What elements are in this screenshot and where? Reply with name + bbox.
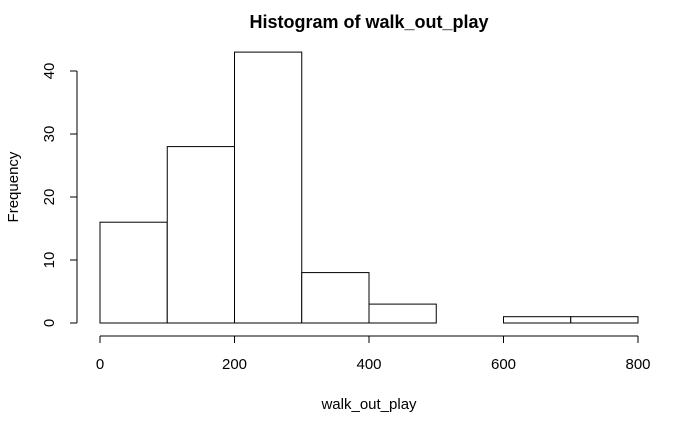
x-tick-label-200: 200: [222, 356, 247, 373]
histogram-bar-0: [99, 221, 168, 324]
chart-title: Histogram of walk_out_play: [249, 12, 488, 32]
y-axis: 0 10 20 30 40: [41, 63, 78, 327]
x-axis-label: walk_out_play: [320, 396, 417, 413]
x-tick-label-600: 600: [491, 356, 516, 373]
histogram-bar-4: [368, 303, 437, 324]
y-axis-label: Frequency: [5, 151, 22, 222]
y-tick-label-40: 40: [41, 63, 58, 80]
histogram-bar-7: [570, 316, 639, 324]
y-tick-label-30: 30: [41, 126, 58, 143]
histogram-bar-6: [503, 316, 572, 324]
y-tick-label-10: 10: [41, 252, 58, 269]
y-tick-label-20: 20: [41, 189, 58, 206]
x-tick-label-400: 400: [356, 356, 381, 373]
histogram-bar-2: [234, 51, 303, 324]
y-tick-label-0: 0: [41, 319, 58, 327]
x-axis: 0 200 400 600 800: [96, 335, 651, 373]
histogram-bar-1: [166, 146, 235, 324]
bars-group: [99, 51, 639, 324]
x-tick-label-0: 0: [96, 356, 104, 373]
x-tick-label-800: 800: [625, 356, 650, 373]
histogram-bar-3: [301, 272, 370, 324]
